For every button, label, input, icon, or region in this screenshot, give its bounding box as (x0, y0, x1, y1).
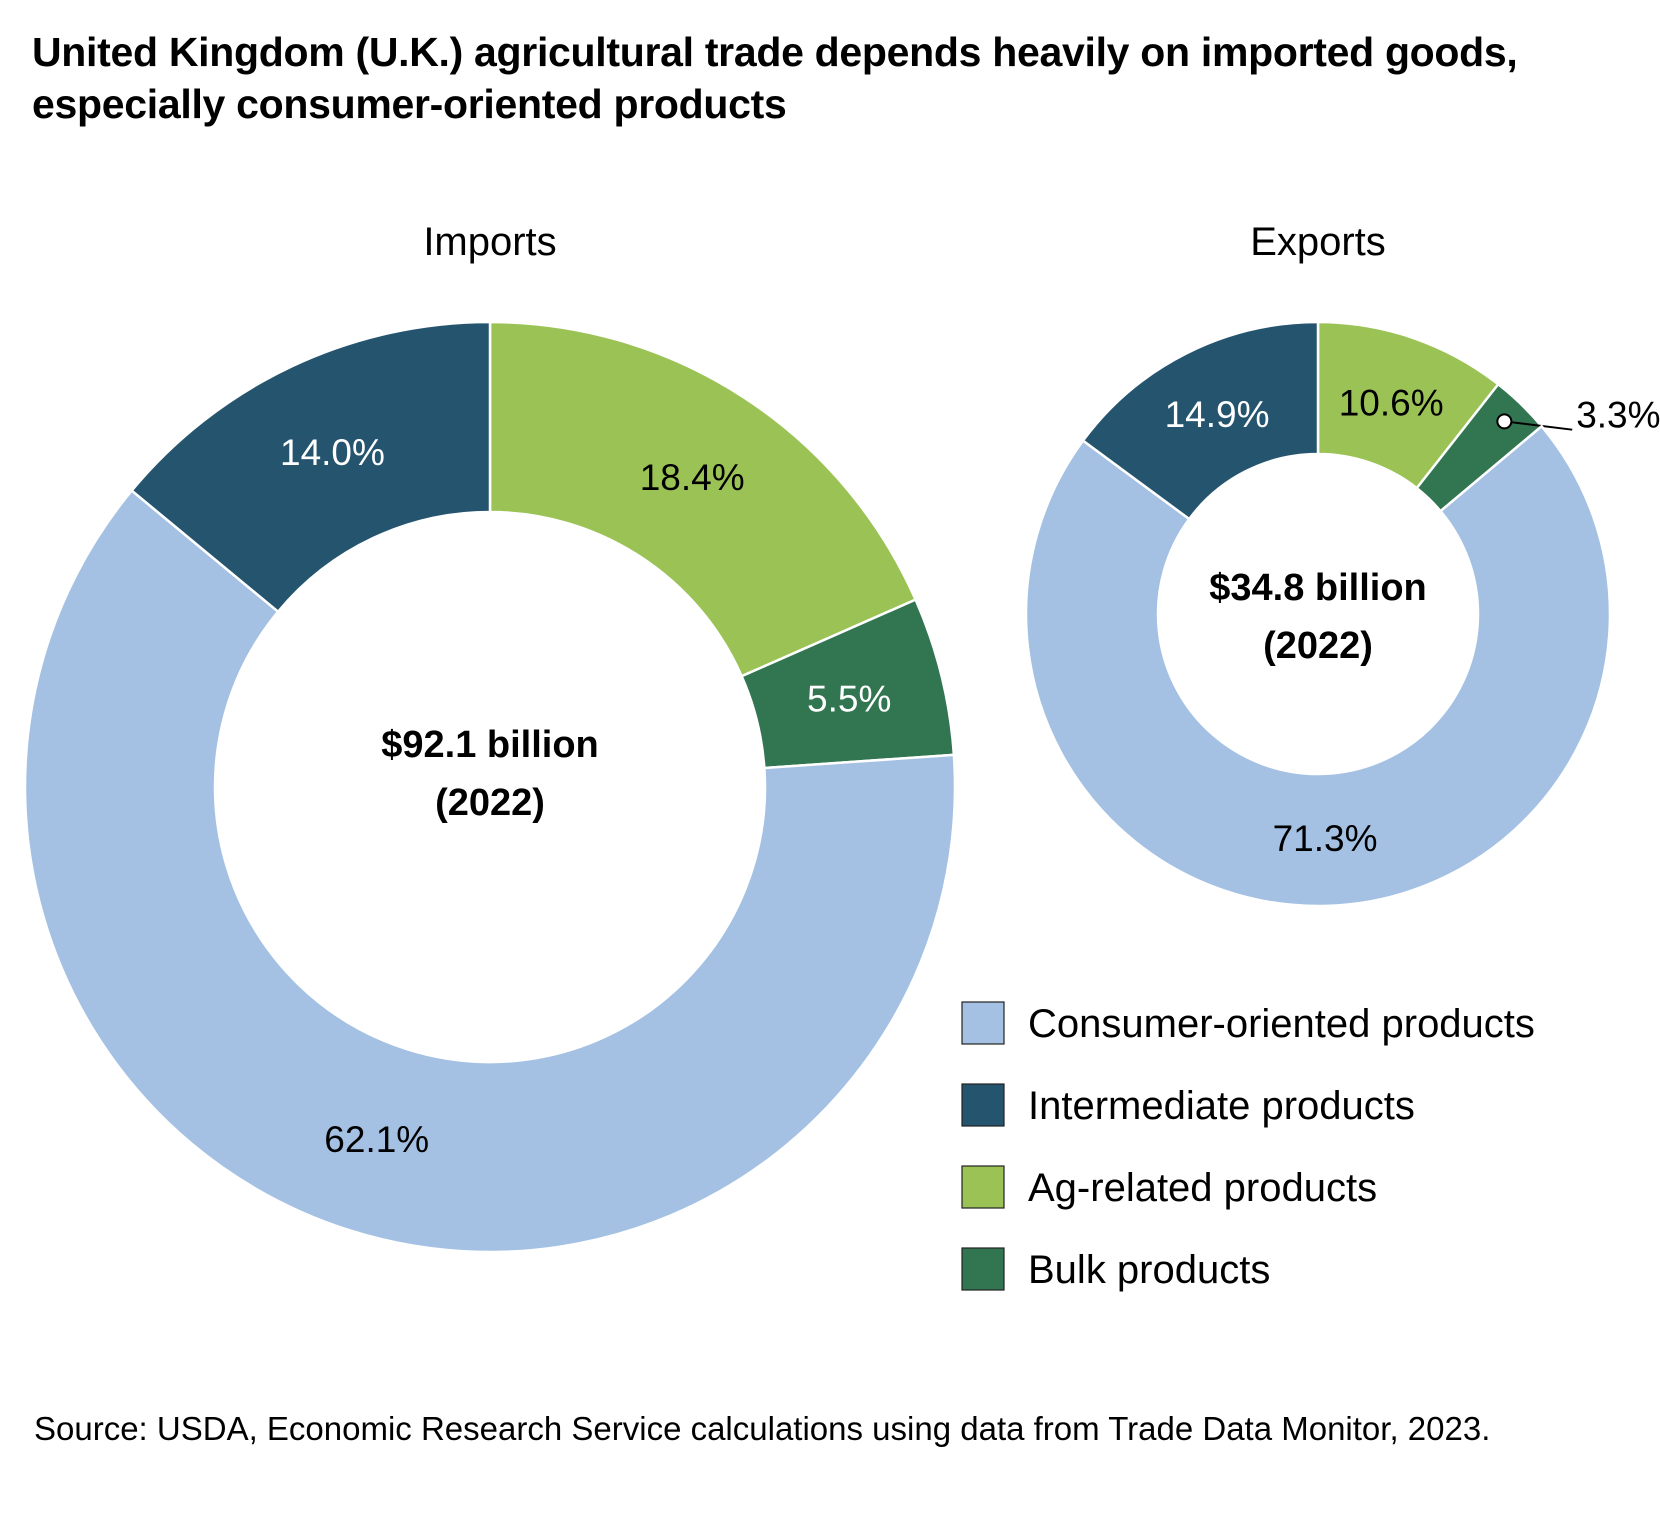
legend: Consumer-oriented products Intermediate p… (961, 1001, 1535, 1292)
imports-center-label-2: (2022) (435, 782, 545, 824)
imports-donut: Imports 18.4% 5.5% 62.1% 14.0% $92.1 billion (… (23, 220, 957, 1254)
exports-slice-bulk-products-label: 3.3% (1576, 395, 1660, 436)
legend-item-bulk-products-label: Bulk products (1028, 1248, 1270, 1292)
legend-item-consumer-oriented-products-swatch (961, 1001, 1005, 1045)
imports-title: Imports (423, 220, 556, 264)
legend-item-bulk-products-swatch (961, 1247, 1005, 1291)
chart-title: United Kingdom (U.K.) agricultural trade… (32, 29, 1518, 127)
imports-slice-intermediate-products-label: 14.0% (280, 432, 385, 473)
imports-slice-bulk-products-label: 5.5% (807, 678, 891, 719)
imports-slice-consumer-oriented-products-label: 62.1% (324, 1119, 429, 1160)
legend-item-ag-related-products-label: Ag-related products (1028, 1166, 1377, 1210)
exports-slice-bulk-products-leader-dot (1496, 413, 1513, 430)
imports-center-label-1: $92.1 billion (381, 724, 599, 766)
exports-center-label-2: (2022) (1263, 625, 1373, 667)
exports-slice-intermediate-products-label: 14.9% (1165, 394, 1270, 435)
legend-item-consumer-oriented-products-label: Consumer-oriented products (1028, 1002, 1535, 1046)
source-note: Source: USDA, Economic Research Service … (34, 1410, 1491, 1447)
exports-slice-consumer-oriented-products-label: 71.3% (1273, 818, 1378, 859)
exports-slice-ag-related-products-label: 10.6% (1339, 382, 1444, 423)
exports-slice-bulk-products-leader-line (1504, 420, 1573, 431)
legend-item-intermediate-products-swatch (961, 1083, 1005, 1127)
imports-slice-ag-related-products (488, 320, 918, 678)
exports-slice-consumer-oriented-products (1024, 424, 1612, 908)
exports-slice-intermediate-products (1081, 320, 1320, 521)
imports-slice-ag-related-products-label: 18.4% (640, 457, 745, 498)
legend-item-ag-related-products-swatch (961, 1165, 1005, 1209)
legend-item-intermediate-products-label: Intermediate products (1028, 1084, 1415, 1128)
imports-slice-consumer-oriented-products (23, 488, 957, 1254)
imports-slice-intermediate-products (129, 320, 492, 614)
exports-title: Exports (1250, 220, 1386, 264)
exports-center-label-1: $34.8 billion (1209, 567, 1427, 609)
exports-donut: Exports 10.6% 3.3% 71.3% 14.9% $34.8 billion (… (1024, 220, 1660, 908)
